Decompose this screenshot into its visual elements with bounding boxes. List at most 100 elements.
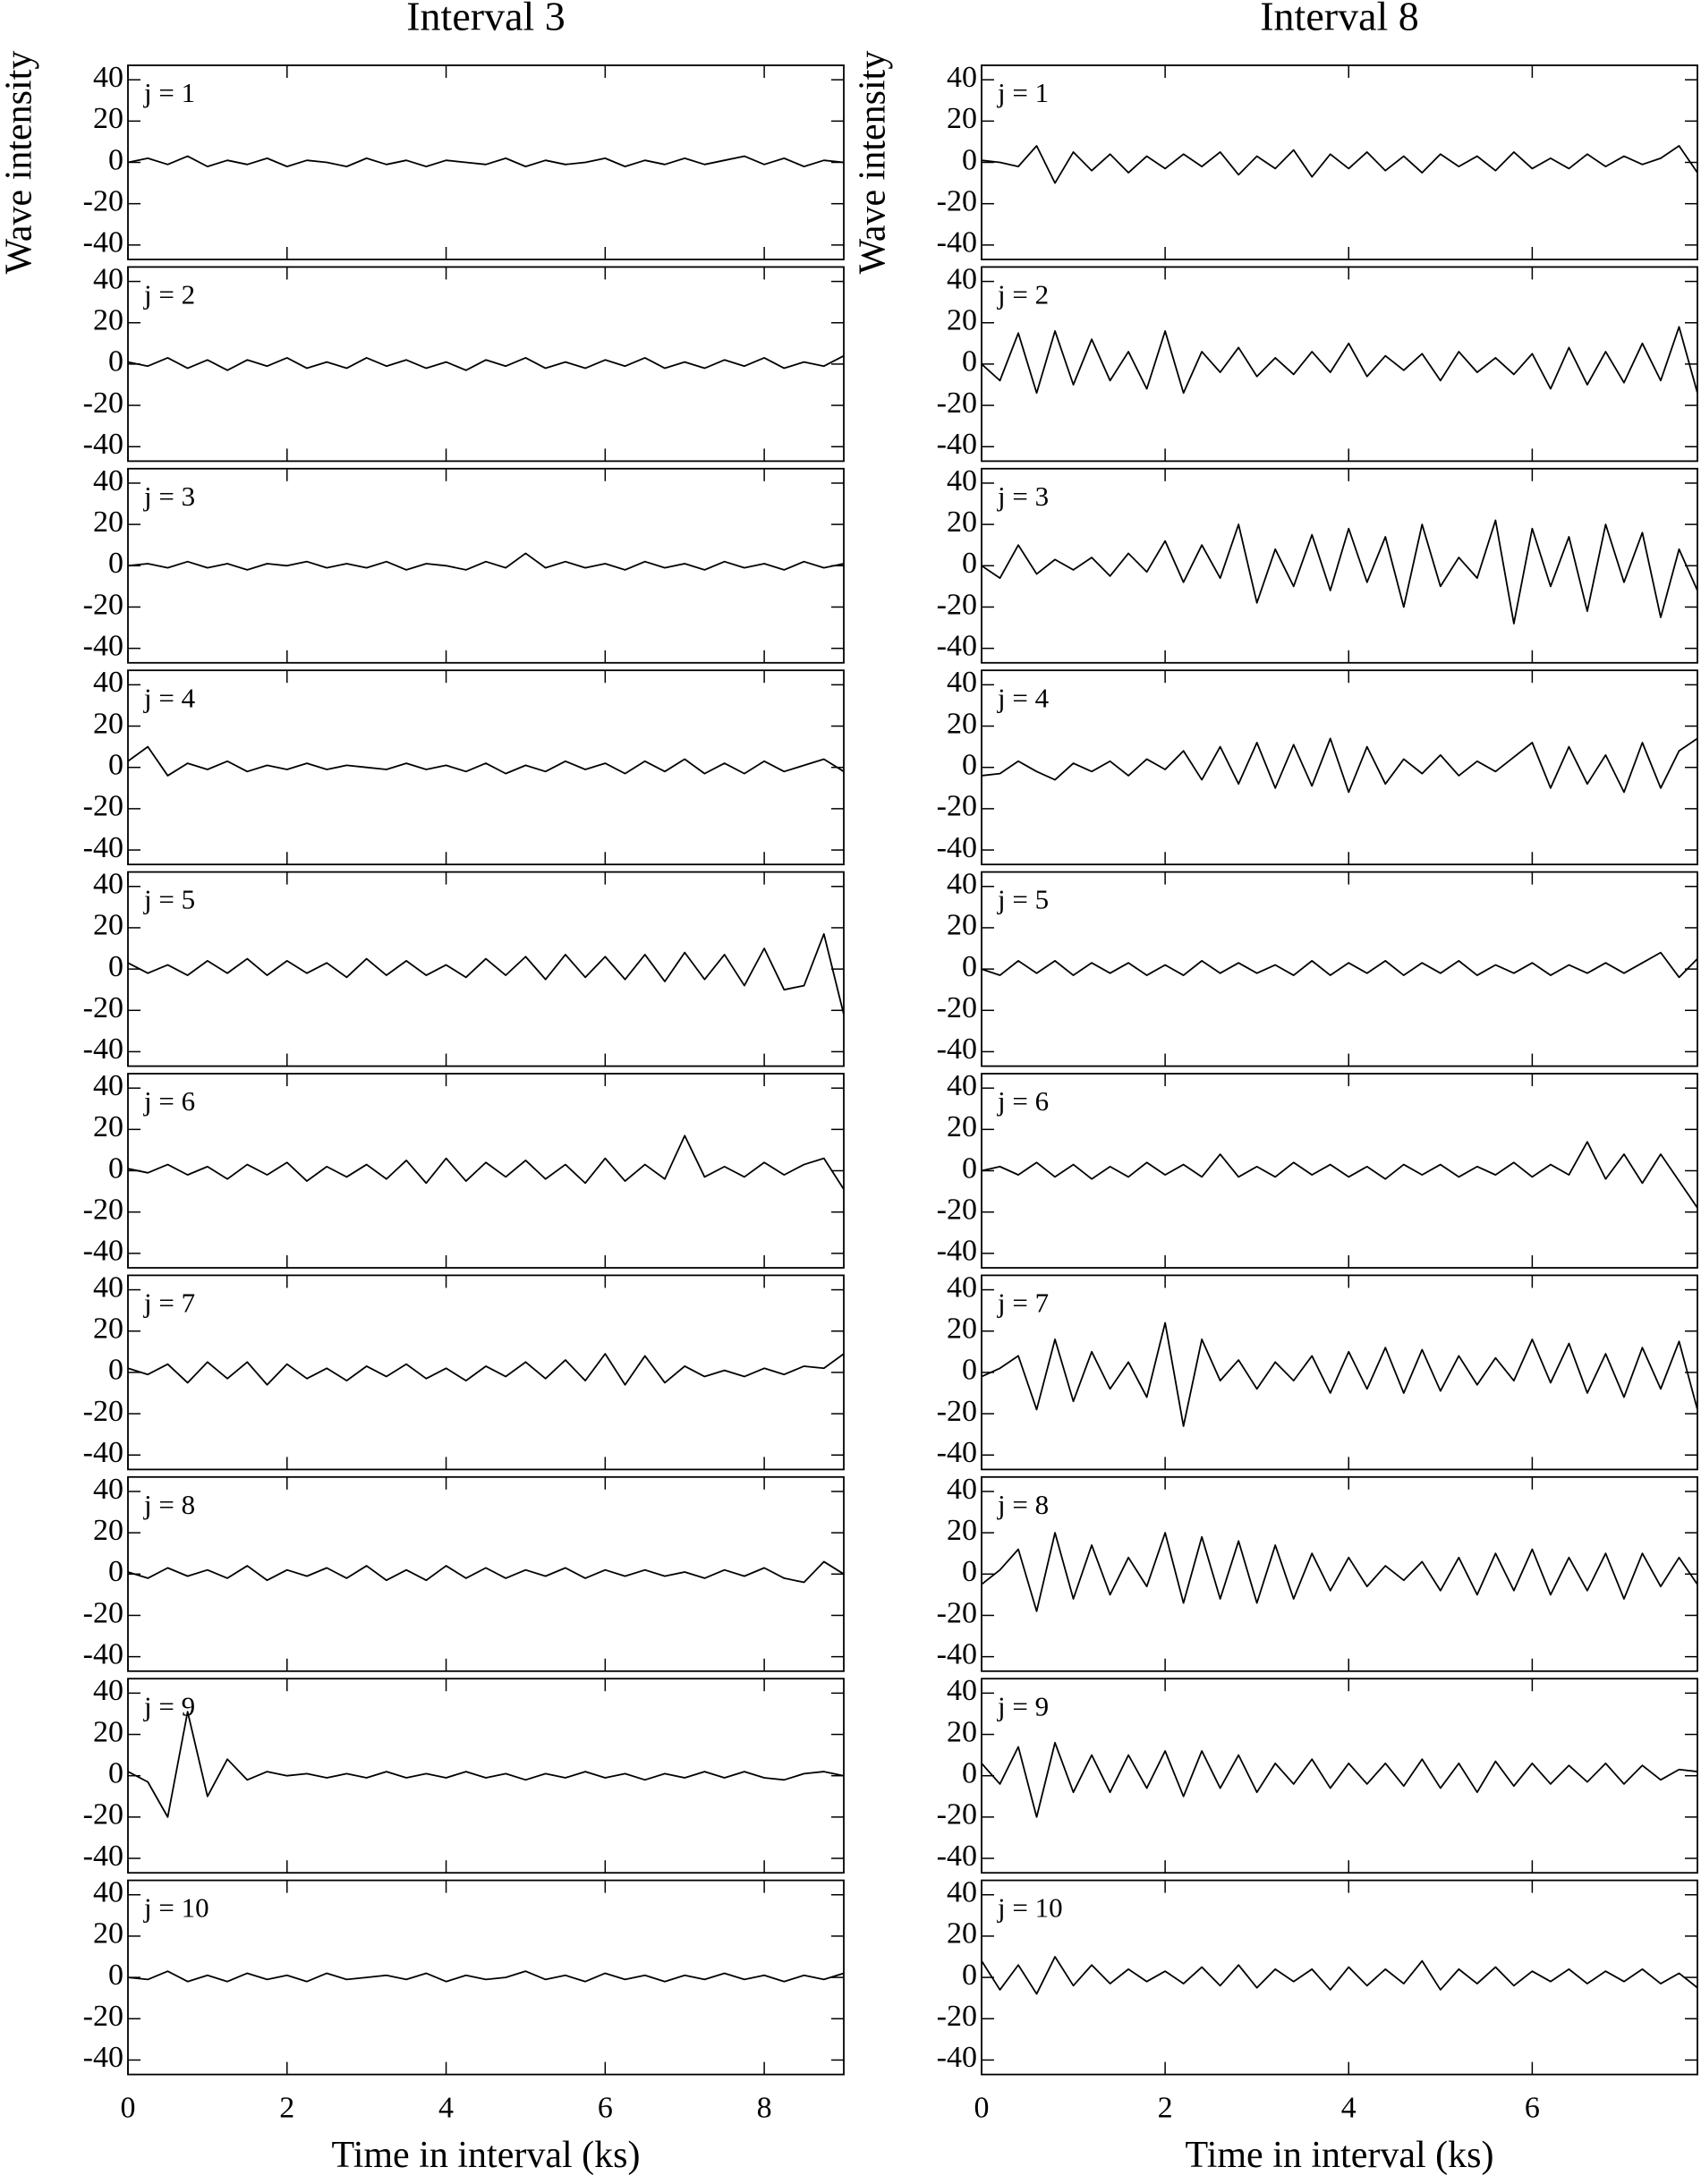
x-tick-label: 2: [1158, 2091, 1173, 2124]
y-tick-label: -20: [937, 588, 977, 621]
panel-label: j = 8: [143, 1489, 195, 1520]
y-tick-label: -20: [83, 1193, 123, 1226]
y-tick-label: 20: [93, 1514, 123, 1547]
y-tick-label: -20: [83, 184, 123, 217]
y-tick-label: 20: [947, 1715, 977, 1748]
y-tick-label: 40: [947, 868, 977, 901]
x-tick-label: 8: [757, 2091, 772, 2124]
data-line: [981, 1741, 1698, 1818]
panel-label: j = 6: [143, 1085, 195, 1117]
panel-label: j = 9: [997, 1690, 1049, 1721]
y-tick-label: 40: [93, 1270, 123, 1304]
panel-frame: [127, 1475, 845, 1672]
y-tick-label: -40: [937, 1637, 977, 1670]
y-tick-label: -20: [937, 387, 977, 420]
y-tick-label: 20: [947, 102, 977, 135]
y-tick-label: -20: [937, 1798, 977, 1831]
y-tick-label: 0: [108, 748, 123, 781]
y-tick-label: -20: [937, 1395, 977, 1428]
y-tick-label: 20: [93, 506, 123, 539]
data-line: [981, 1956, 1698, 1995]
y-tick-label: -20: [937, 2000, 977, 2033]
y-tick-label: 0: [108, 1151, 123, 1185]
y-tick-label: -40: [937, 428, 977, 461]
data-line: [127, 1970, 845, 1983]
y-tick-label: -40: [937, 831, 977, 864]
y-tick-label: 40: [947, 1270, 977, 1304]
y-tick-label: -20: [83, 790, 123, 823]
y-tick-label: 20: [93, 1313, 123, 1346]
data-line: [127, 552, 845, 571]
y-tick-label: -20: [937, 184, 977, 217]
y-tick-label: 20: [93, 909, 123, 942]
y-tick-label: 0: [962, 1756, 977, 1789]
panel-frame: [981, 1879, 1698, 2076]
panel-frame: [127, 1678, 845, 1874]
y-tick-label: 20: [947, 506, 977, 539]
y-tick-label: 0: [962, 1555, 977, 1588]
data-line: [127, 354, 845, 371]
y-tick-label: -20: [937, 991, 977, 1024]
column-title: Interval 8: [1260, 0, 1419, 39]
y-tick-label: 20: [93, 1110, 123, 1143]
y-tick-label: -20: [83, 1395, 123, 1428]
panel-label: j = 5: [143, 884, 195, 915]
y-tick-label: 0: [108, 1354, 123, 1387]
data-line: [981, 1532, 1698, 1612]
data-line: [127, 745, 845, 777]
panel-frame: [127, 467, 845, 664]
x-axis-label: Time in interval (ks): [332, 2135, 641, 2176]
y-tick-label: -20: [937, 790, 977, 823]
panel-frame: [981, 1274, 1698, 1471]
x-tick-label: 4: [1341, 2091, 1357, 2124]
panel-label: j = 7: [143, 1287, 195, 1319]
y-tick-label: 20: [947, 707, 977, 740]
panel-label: j = 6: [997, 1085, 1049, 1117]
data-line: [981, 737, 1698, 794]
y-tick-label: 0: [962, 1354, 977, 1387]
panel-frame: [981, 1678, 1698, 1874]
y-tick-label: -40: [83, 1436, 123, 1469]
y-tick-label: -40: [83, 226, 123, 259]
panel-frame: [981, 669, 1698, 866]
y-tick-label: 0: [962, 1959, 977, 1992]
x-tick-label: 6: [1525, 2091, 1540, 2124]
panel-frame: [981, 1073, 1698, 1269]
y-tick-label: 20: [93, 1917, 123, 1950]
y-tick-label: 0: [108, 547, 123, 580]
y-tick-label: 40: [947, 61, 977, 94]
panel-label: j = 2: [997, 279, 1049, 310]
data-line: [981, 951, 1698, 979]
data-line: [127, 932, 845, 1016]
y-tick-label: -40: [937, 1235, 977, 1268]
y-tick-label: 40: [947, 1069, 977, 1102]
y-tick-label: 20: [93, 102, 123, 135]
panel-label: j = 1: [143, 77, 195, 108]
x-axis-label: Time in interval (ks): [1186, 2135, 1494, 2176]
data-line: [981, 145, 1698, 184]
y-tick-label: 40: [947, 1674, 977, 1707]
y-tick-label: 0: [962, 143, 977, 176]
x-tick-label: 4: [438, 2091, 454, 2124]
data-line: [981, 1141, 1698, 1209]
y-tick-label: 0: [962, 748, 977, 781]
x-tick-label: 6: [598, 2091, 613, 2124]
data-line: [127, 1711, 845, 1818]
y-axis-label: Wave intensity: [853, 51, 894, 275]
panel-label: j = 4: [997, 682, 1050, 713]
panel-frame: [981, 266, 1698, 463]
y-tick-label: -40: [937, 226, 977, 259]
data-line: [981, 326, 1698, 395]
panel-label: j = 3: [143, 480, 195, 512]
y-tick-label: 40: [93, 262, 123, 295]
x-tick-label: 0: [974, 2091, 990, 2124]
y-tick-label: 40: [947, 1876, 977, 1909]
panel-label: j = 5: [997, 884, 1049, 915]
y-tick-label: -20: [937, 1596, 977, 1629]
panel-label: j = 8: [997, 1489, 1049, 1520]
y-tick-label: 20: [947, 304, 977, 337]
y-tick-label: -40: [83, 1840, 123, 1873]
panel-label: j = 10: [143, 1892, 209, 1924]
y-tick-label: 0: [108, 1959, 123, 1992]
